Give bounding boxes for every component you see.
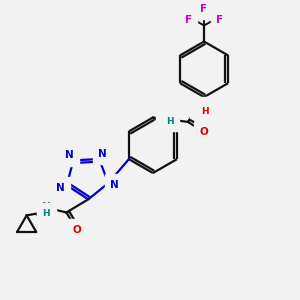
Text: H: H: [201, 107, 208, 116]
Text: F: F: [200, 4, 208, 14]
Text: N: N: [161, 112, 170, 122]
Text: N: N: [56, 183, 65, 193]
Text: H: H: [166, 117, 174, 126]
Text: N: N: [110, 180, 119, 190]
Text: F: F: [216, 15, 224, 25]
Text: O: O: [200, 128, 208, 137]
Text: H: H: [42, 208, 50, 217]
Text: N: N: [196, 103, 205, 112]
Text: N: N: [65, 150, 74, 160]
Text: N: N: [42, 202, 51, 212]
Text: F: F: [185, 15, 192, 25]
Text: O: O: [73, 225, 81, 235]
Text: N: N: [98, 148, 107, 158]
